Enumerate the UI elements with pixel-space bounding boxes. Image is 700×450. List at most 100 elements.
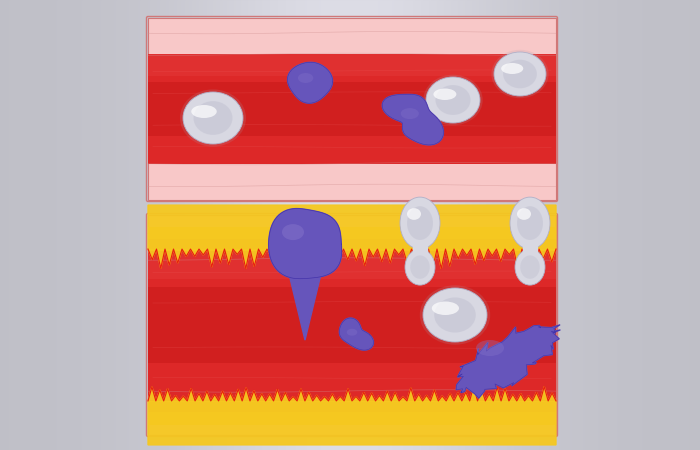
Polygon shape [413, 243, 427, 255]
Bar [554, 0, 555, 450]
Bar [492, 0, 493, 450]
Bar [670, 0, 671, 450]
Bar [34, 0, 35, 450]
Bar [307, 0, 308, 450]
Bar [344, 0, 345, 450]
Bar [567, 0, 568, 450]
Bar [266, 0, 267, 450]
Bar [680, 0, 681, 450]
Bar [148, 249, 556, 279]
Bar [535, 0, 536, 450]
Bar [226, 0, 227, 450]
Bar [540, 0, 541, 450]
Bar [500, 0, 501, 450]
Bar [163, 0, 164, 450]
Bar [429, 0, 430, 450]
Bar [381, 0, 382, 450]
Bar [304, 0, 305, 450]
Bar [29, 0, 30, 450]
Bar [524, 0, 525, 450]
Bar [273, 0, 274, 450]
Bar [57, 0, 58, 450]
Bar [681, 0, 682, 450]
Bar [279, 0, 280, 450]
Bar [37, 0, 38, 450]
Bar [501, 0, 502, 450]
Bar [175, 0, 176, 450]
Bar [85, 0, 86, 450]
Bar [143, 0, 144, 450]
Bar [578, 0, 579, 450]
Bar [299, 0, 300, 450]
Bar [151, 0, 152, 450]
Bar [77, 0, 78, 450]
Bar [397, 0, 398, 450]
Bar [694, 0, 695, 450]
Bar [64, 0, 65, 450]
Bar [193, 0, 194, 450]
Bar [53, 0, 54, 450]
Bar [209, 0, 210, 450]
Bar [288, 0, 289, 450]
Bar [695, 0, 696, 450]
Bar [689, 0, 690, 450]
Bar [345, 0, 346, 450]
Bar [375, 0, 376, 450]
Bar [530, 0, 531, 450]
Bar [211, 0, 212, 450]
Bar [210, 0, 211, 450]
Bar [496, 0, 497, 450]
Bar [0, 0, 1, 450]
Bar [292, 0, 293, 450]
Bar [351, 0, 352, 450]
Bar [311, 0, 312, 450]
Bar [466, 0, 467, 450]
Bar [558, 0, 559, 450]
Bar [555, 0, 556, 450]
Bar [148, 287, 556, 363]
Bar [634, 0, 635, 450]
Bar [339, 0, 340, 450]
Bar [55, 0, 56, 450]
Bar [131, 0, 132, 450]
Bar [253, 0, 254, 450]
Bar [527, 0, 528, 450]
Bar [406, 0, 407, 450]
Bar [138, 0, 139, 450]
Bar [593, 0, 594, 450]
Bar [604, 0, 605, 450]
Bar [629, 0, 630, 450]
Ellipse shape [435, 85, 470, 115]
Bar [548, 0, 549, 450]
Bar [322, 0, 323, 450]
Bar [619, 0, 620, 450]
Bar [457, 0, 458, 450]
Bar [119, 0, 120, 450]
Bar [348, 0, 349, 450]
Bar [365, 0, 366, 450]
Bar [187, 0, 188, 450]
Bar [623, 0, 624, 450]
Bar [522, 0, 523, 450]
Bar [508, 0, 509, 450]
Bar [415, 0, 416, 450]
Bar [423, 0, 424, 450]
Bar [186, 0, 187, 450]
Bar [653, 0, 654, 450]
Bar [259, 0, 260, 450]
Bar [242, 0, 243, 450]
Bar [439, 0, 440, 450]
Bar [51, 0, 52, 450]
Bar [572, 0, 573, 450]
Bar [659, 0, 660, 450]
Bar [519, 0, 520, 450]
Bar [105, 0, 106, 450]
Bar [523, 0, 524, 450]
Bar [148, 215, 556, 435]
Bar [331, 0, 332, 450]
Bar [654, 0, 655, 450]
Bar [360, 0, 361, 450]
Bar [395, 0, 396, 450]
Bar [633, 0, 634, 450]
Bar [185, 0, 186, 450]
